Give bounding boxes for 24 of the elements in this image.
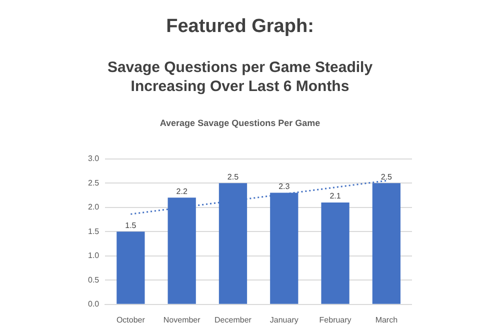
data-label: 2.5 (380, 172, 393, 182)
y-tick-label: 0.0 (88, 300, 100, 309)
data-label: 2.1 (330, 192, 342, 201)
chart-subtitle: Savage Questions per Game Steadily Increasing Over Last 6 Months (106, 58, 374, 96)
x-tick-label: January (270, 315, 298, 324)
bar (116, 232, 145, 304)
y-tick-label: 2.5 (88, 178, 100, 188)
x-tick-label: February (319, 315, 352, 324)
data-label: 2.5 (227, 172, 240, 182)
data-label: 2.3 (278, 182, 290, 191)
y-tick-label: 0.5 (88, 275, 100, 284)
chart-title: Featured Graph: (165, 16, 315, 38)
x-tick-label: November (163, 315, 201, 324)
data-label: 1.5 (125, 220, 137, 230)
y-tick-label: 1.0 (88, 251, 100, 260)
data-label: 2.2 (176, 186, 188, 196)
x-tick-label: December (214, 315, 252, 324)
bar (321, 202, 350, 304)
x-tick-label: March (375, 315, 398, 324)
x-tick-label: October (116, 315, 146, 324)
text: Average Savage Questions Per Game (158, 118, 322, 128)
y-tick-label: 2.0 (88, 202, 100, 212)
y-tick-label: 3.0 (88, 154, 100, 164)
y-tick-label: 1.5 (88, 226, 100, 236)
